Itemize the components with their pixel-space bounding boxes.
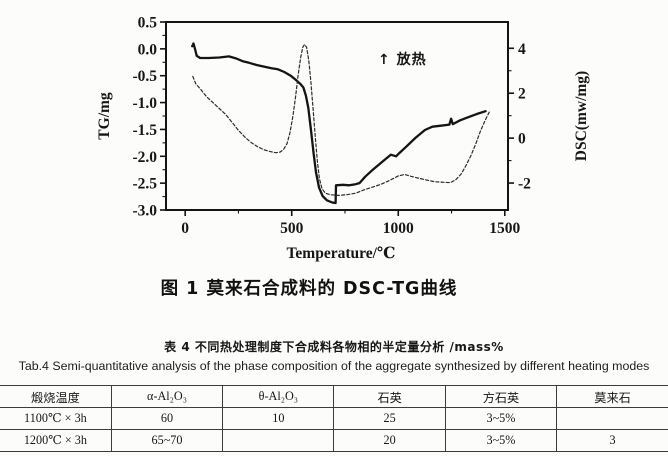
table-body: 1100℃ × 3h 60 10 25 3~5% 1200℃ × 3h 65~70 20 3~5… bbox=[0, 407, 668, 452]
table-cell: 3~5% bbox=[444, 429, 558, 452]
table-cell bbox=[222, 429, 335, 452]
left-axis-tick-label: -1.5 bbox=[132, 122, 157, 139]
column-header: 方石英 bbox=[444, 385, 558, 408]
phase-composition-table: 煅烧温度 α-Al₂O₃ θ-Al₂O₃ 石英 方石英 莫来石 1100℃ × 3h 60 1… bbox=[0, 385, 668, 452]
figure-caption: 图 1 莫来石合成料的 DSC-TG曲线 bbox=[160, 279, 458, 299]
exothermic-annotation: ↑ 放热 bbox=[378, 51, 427, 68]
figure-1: 0.5 0.0 -0.5 -1.0 -1.5 -2.0 -2.5 -3.0 4 2 0 -2 0 500 1… bbox=[96, 15, 590, 300]
table-cell: 25 bbox=[333, 407, 446, 430]
right-axis-tick-label: 0 bbox=[518, 131, 526, 148]
x-axis-tick-label: 0 bbox=[181, 220, 189, 237]
dsc-curve bbox=[192, 43, 491, 196]
x-axis-title: Temperature/℃ bbox=[287, 245, 396, 262]
right-axis-tick-label: -2 bbox=[518, 176, 531, 193]
column-header: 石英 bbox=[333, 385, 446, 408]
table-cell: 10 bbox=[222, 407, 335, 430]
dsc-tg-chart: 0.5 0.0 -0.5 -1.0 -1.5 -2.0 -2.5 -3.0 4 2 0 -2 0 500 1… bbox=[96, 15, 590, 263]
table-row: 1100℃ × 3h 60 10 25 3~5% bbox=[0, 407, 668, 430]
left-axis-tick-label: -2.5 bbox=[132, 176, 157, 193]
column-header: α-Al₂O₃ bbox=[110, 385, 224, 408]
tg-curve bbox=[191, 42, 487, 205]
table-cell: 1100℃ × 3h bbox=[0, 407, 112, 430]
x-axis-tick-label: 1000 bbox=[383, 220, 414, 237]
right-axis-title: DSC(mw/mg) bbox=[573, 71, 590, 161]
table-4-block: 表 4 不同热处理制度下合成料各物相的半定量分析 /mass% Tab.4 Se… bbox=[0, 338, 668, 452]
table-cell: 1200℃ × 3h bbox=[0, 429, 112, 452]
table-cell: 60 bbox=[110, 407, 224, 430]
table-subtitle: Tab.4 Semi-quantitative analysis of the … bbox=[18, 359, 650, 373]
table-cell: 20 bbox=[333, 429, 446, 452]
left-axis-tick-label: -3.0 bbox=[132, 203, 157, 220]
table-cell: 65~70 bbox=[110, 429, 224, 452]
column-header: 煅烧温度 bbox=[0, 385, 112, 408]
x-axis-tick-label: 1500 bbox=[489, 220, 520, 237]
header-row: 煅烧温度 α-Al₂O₃ θ-Al₂O₃ 石英 方石英 莫来石 bbox=[0, 385, 668, 408]
table-cell: 3~5% bbox=[444, 407, 558, 430]
table-title: 表 4 不同热处理制度下合成料各物相的半定量分析 /mass% bbox=[164, 340, 504, 354]
left-axis-tick-label: 0.0 bbox=[138, 41, 158, 58]
right-axis-tick-label: 4 bbox=[518, 41, 526, 58]
table-cell: 3 bbox=[556, 429, 668, 452]
left-axis-tick-label: 0.5 bbox=[138, 15, 158, 32]
x-axis-tick-label: 500 bbox=[280, 220, 304, 237]
right-axis-tick-label: 2 bbox=[518, 86, 526, 103]
column-header: θ-Al₂O₃ bbox=[222, 385, 335, 408]
left-axis-tick-label: -2.0 bbox=[132, 149, 157, 166]
left-axis-tick-label: -0.5 bbox=[132, 68, 157, 85]
left-axis-title: TG/mg bbox=[96, 92, 113, 140]
left-axis-tick-label: -1.0 bbox=[132, 95, 157, 112]
table-cell bbox=[556, 407, 668, 430]
plot-border bbox=[165, 21, 509, 211]
column-header: 莫来石 bbox=[556, 385, 668, 408]
table-row: 1200℃ × 3h 65~70 20 3~5% 3 bbox=[0, 429, 668, 452]
table-header: 煅烧温度 α-Al₂O₃ θ-Al₂O₃ 石英 方石英 莫来石 bbox=[0, 385, 668, 408]
